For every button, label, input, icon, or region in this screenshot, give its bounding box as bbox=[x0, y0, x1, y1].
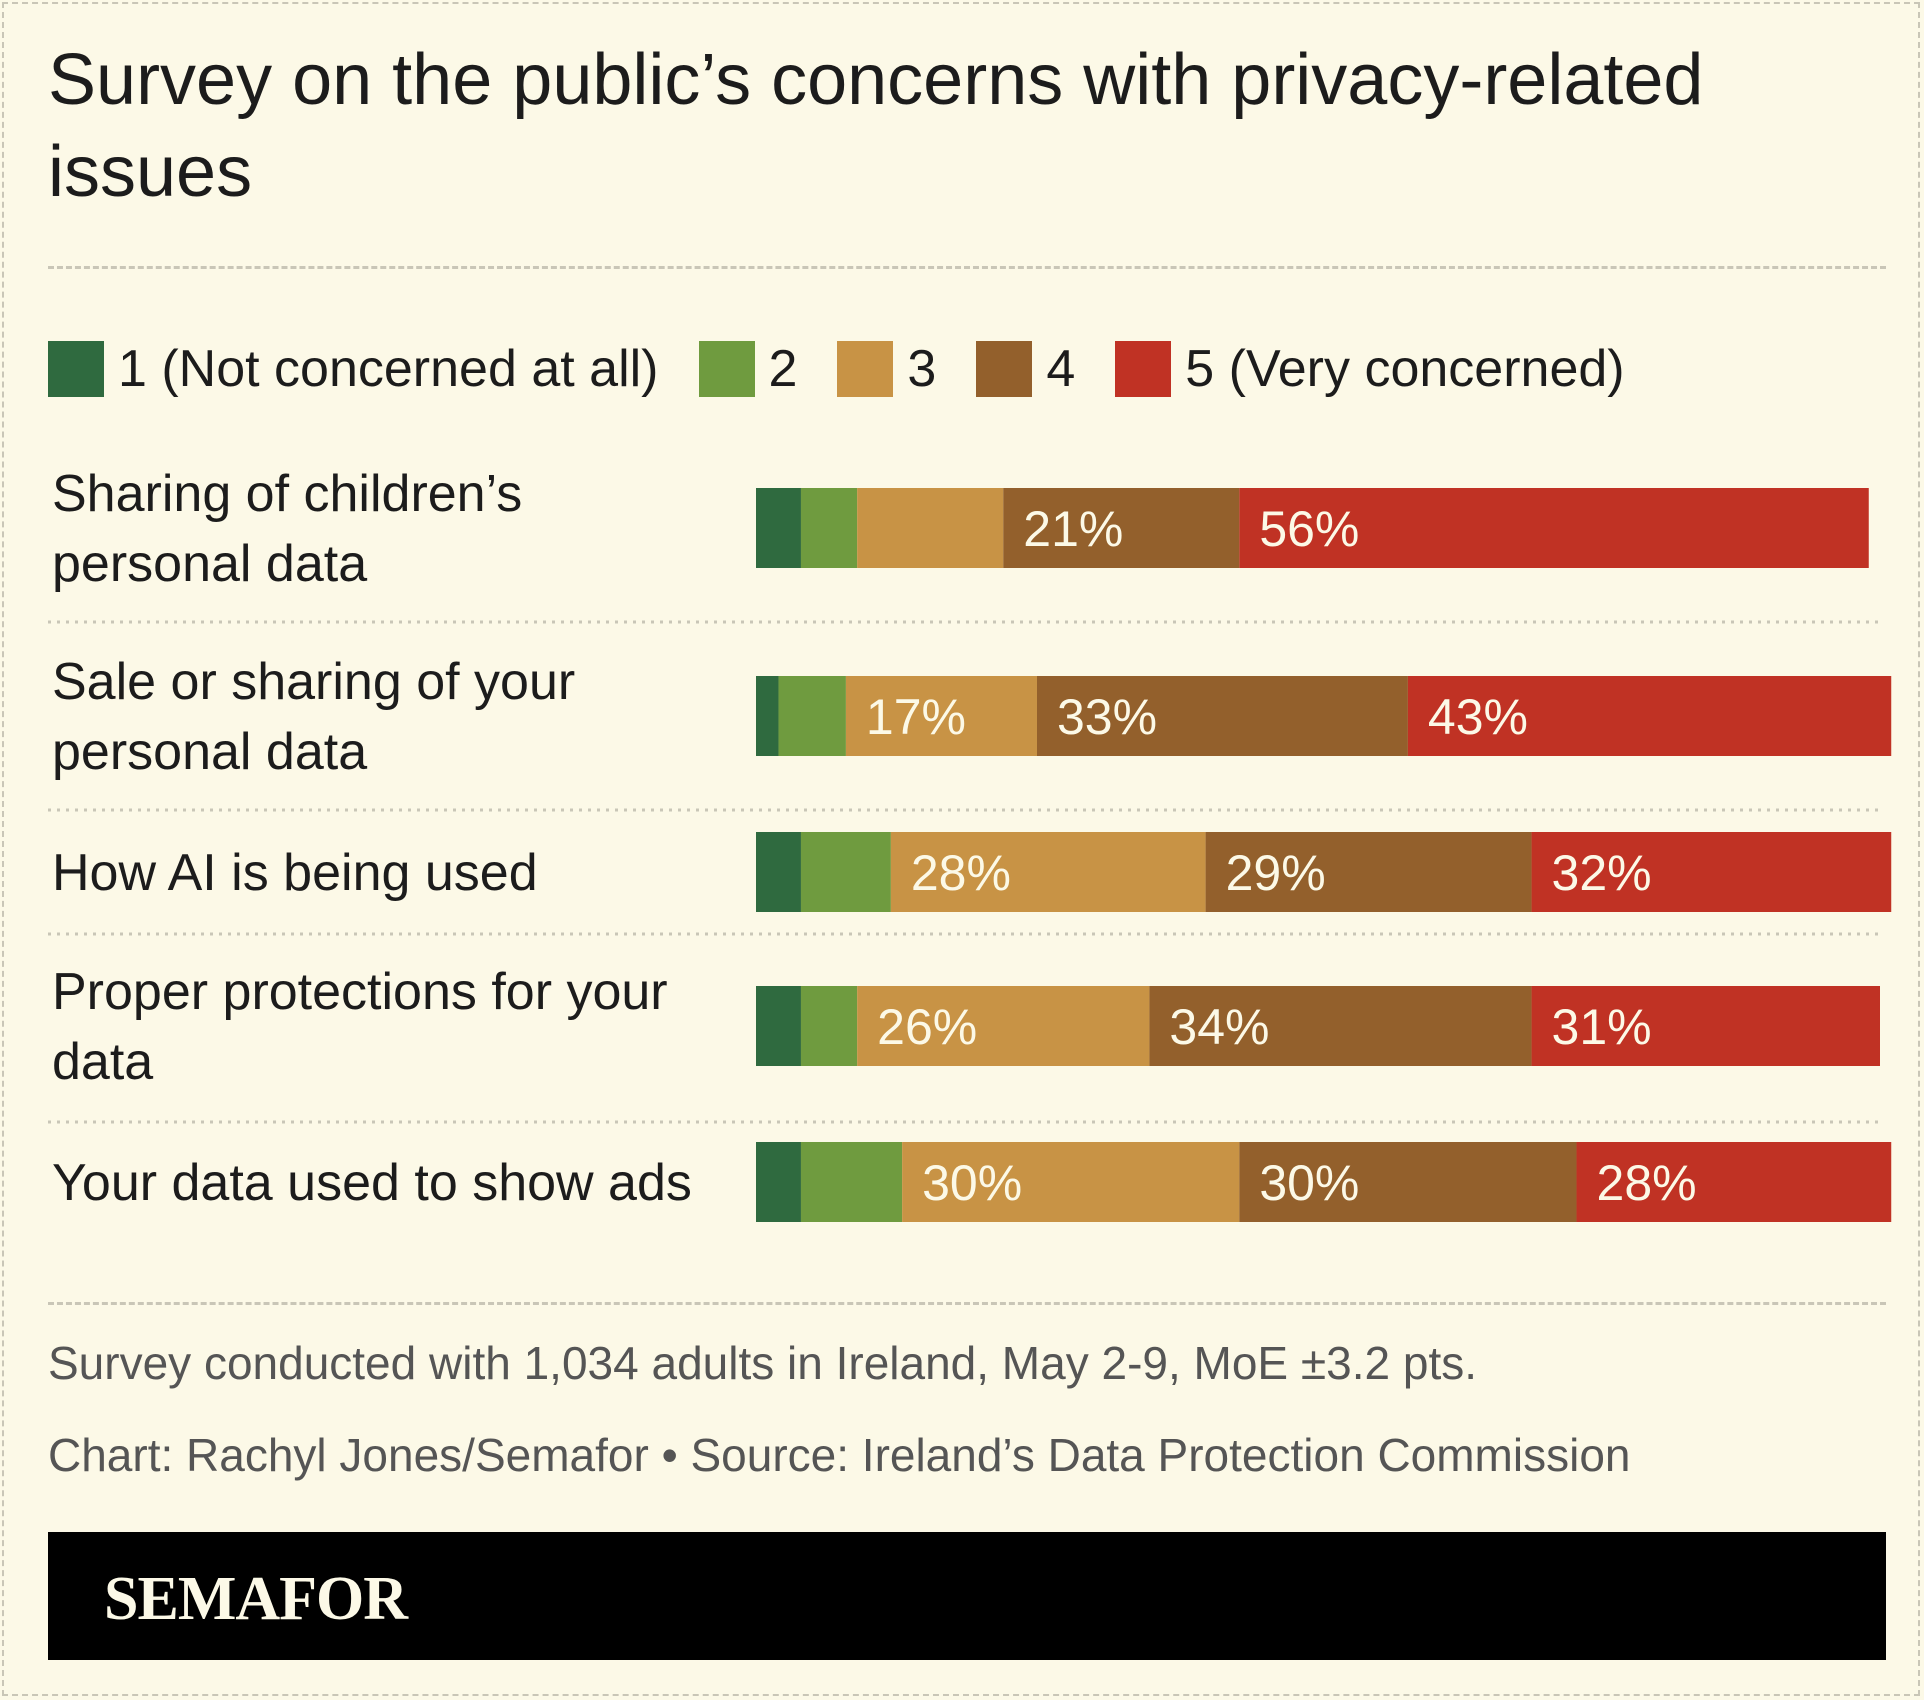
divider-bottom bbox=[48, 1302, 1886, 1305]
category-label: data bbox=[52, 1033, 153, 1091]
bar-segment bbox=[1576, 1142, 1892, 1222]
data-label: 30% bbox=[922, 1155, 1022, 1211]
data-label: 33% bbox=[1057, 689, 1157, 745]
legend-label: 1 (Not concerned at all) bbox=[118, 340, 659, 398]
bar-segment bbox=[1407, 676, 1892, 756]
category-label: Sale or sharing of your bbox=[52, 653, 575, 711]
legend-item-5: 5 (Very concerned) bbox=[1115, 339, 1625, 399]
footer-bar: SEMAFOR bbox=[48, 1532, 1886, 1660]
bar-segment bbox=[756, 832, 801, 912]
data-label: 31% bbox=[1552, 999, 1652, 1055]
bar-segment bbox=[800, 488, 858, 568]
divider-top bbox=[48, 266, 1886, 269]
bar-segment bbox=[800, 832, 891, 912]
legend-label: 2 bbox=[768, 340, 798, 398]
bar-segment bbox=[800, 986, 858, 1066]
bar-segment bbox=[1205, 832, 1532, 912]
legend-swatch bbox=[698, 341, 755, 397]
chart-credit: Chart: Rachyl Jones/Semafor • Source: Ir… bbox=[48, 1429, 1631, 1481]
bar-segment bbox=[1037, 676, 1408, 756]
bar-segment bbox=[1531, 832, 1892, 912]
bar-segment bbox=[1149, 986, 1532, 1066]
category-label: How AI is being used bbox=[52, 844, 538, 902]
bar-segment bbox=[890, 832, 1206, 912]
bar-segment bbox=[857, 986, 1150, 1066]
legend-swatch bbox=[976, 341, 1033, 397]
data-label: 17% bbox=[866, 689, 966, 745]
bar-segment bbox=[778, 676, 846, 756]
data-label: 30% bbox=[1259, 1155, 1359, 1211]
survey-note: Survey conducted with 1,034 adults in Ir… bbox=[48, 1337, 1478, 1389]
data-label: 28% bbox=[911, 845, 1011, 901]
legend-label: 3 bbox=[907, 340, 937, 398]
bar-segment bbox=[756, 488, 801, 568]
category-label: Sharing of children’s bbox=[52, 465, 522, 523]
data-label: 21% bbox=[1023, 501, 1123, 557]
bar-segment bbox=[902, 1142, 1240, 1222]
bar-segment bbox=[1003, 488, 1240, 568]
bar-segment bbox=[857, 488, 1004, 568]
legend-swatch bbox=[48, 341, 104, 397]
legend-label: 5 (Very concerned) bbox=[1185, 340, 1625, 398]
bar-segment bbox=[1531, 986, 1880, 1066]
bar-segment bbox=[756, 1142, 801, 1222]
data-label: 28% bbox=[1597, 1155, 1697, 1211]
category-label: Proper protections for your bbox=[52, 963, 668, 1021]
category-label: Your data used to show ads bbox=[52, 1154, 692, 1212]
bar-segment bbox=[1239, 1142, 1577, 1222]
data-label: 43% bbox=[1428, 689, 1528, 745]
legend-item-2: 2 bbox=[698, 339, 798, 399]
legend-swatch bbox=[1115, 341, 1172, 397]
data-label: 32% bbox=[1552, 845, 1652, 901]
legend-item-1: 1 (Not concerned at all) bbox=[48, 339, 659, 399]
stacked-bar-chart: Sharing of children’s personal data 21% 56%… bbox=[48, 465, 1892, 1222]
data-label: 34% bbox=[1169, 999, 1269, 1055]
legend: 1 (Not concerned at all) 2 3 4 5 (Very conce… bbox=[48, 334, 1665, 404]
bar-segment bbox=[1239, 488, 1869, 568]
legend-swatch bbox=[837, 341, 894, 397]
data-label: 29% bbox=[1226, 845, 1326, 901]
data-label: 26% bbox=[877, 999, 977, 1055]
legend-item-4: 4 bbox=[976, 339, 1075, 399]
semafor-logo: SEMAFOR bbox=[104, 1565, 408, 1633]
category-label: personal data bbox=[52, 723, 367, 781]
category-label: personal data bbox=[52, 535, 367, 593]
data-label: 56% bbox=[1259, 501, 1359, 557]
bar-segment bbox=[756, 986, 801, 1066]
bar-segment bbox=[756, 676, 779, 756]
bar-segment bbox=[800, 1142, 903, 1222]
legend-item-3: 3 bbox=[837, 339, 936, 399]
legend-label: 4 bbox=[1046, 340, 1076, 398]
chart-title: Survey on the public’s concerns with pri… bbox=[48, 40, 1704, 212]
bar-segment bbox=[845, 676, 1037, 756]
